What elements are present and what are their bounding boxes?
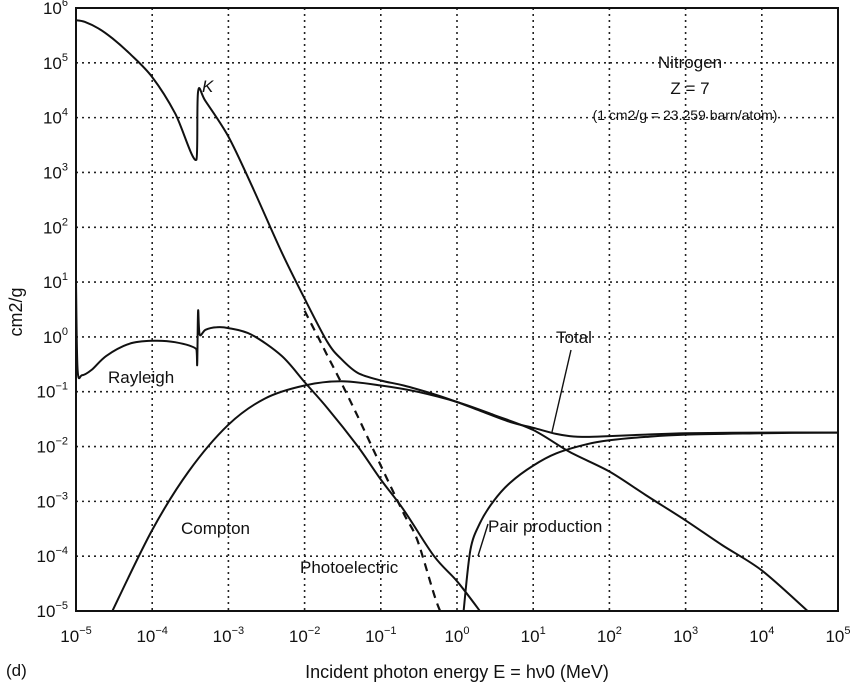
x-tick-label: 100 <box>444 625 469 646</box>
pair-production-label: Pair production <box>488 517 602 536</box>
y-tick-label: 105 <box>43 52 68 73</box>
panel-label: (d) <box>6 661 27 680</box>
y-tick-label: 101 <box>43 271 68 292</box>
x-tick-label: 10−5 <box>60 625 91 646</box>
y-tick-label: 10−2 <box>37 436 68 457</box>
photoelectric-label: Photoelectric <box>300 558 399 577</box>
x-tick-label: 103 <box>673 625 698 646</box>
x-tick-label: 10−2 <box>289 625 320 646</box>
y-tick-label: 102 <box>43 216 68 237</box>
grid <box>76 8 838 611</box>
pair-production-curve <box>462 431 839 612</box>
compton-curve <box>111 380 809 612</box>
x-tick-label: 101 <box>521 625 546 646</box>
x-tick-label: 105 <box>825 625 850 646</box>
x-tick-labels: 10−5 10−4 10−3 10−2 10−1 100 101 102 103 104 105 <box>60 625 850 646</box>
y-tick-label: 10−5 <box>37 600 68 621</box>
y-tick-label: 10−4 <box>37 545 68 566</box>
total-leader-line <box>551 349 572 433</box>
y-tick-label: 104 <box>43 107 68 128</box>
y-tick-label: 106 <box>43 0 68 18</box>
x-tick-label: 10−4 <box>136 625 167 646</box>
pair-production-leader-line <box>477 523 489 557</box>
y-tick-labels: 10−5 10−4 10−3 10−2 10−1 100 101 102 103 104 105 10… <box>37 0 68 621</box>
y-tick-label: 100 <box>43 326 68 347</box>
y-axis-label: cm2/g <box>6 287 26 336</box>
unit-conversion: (1 cm2/g = 23.259 barn/atom) <box>593 107 778 123</box>
total-curve <box>75 19 839 438</box>
element-name: Nitrogen <box>658 53 722 72</box>
x-axis-label: Incident photon energy E = hν0 (MeV) <box>305 662 609 682</box>
y-tick-label: 103 <box>43 161 68 182</box>
compton-label: Compton <box>181 519 250 538</box>
k-edge-label: K <box>202 77 214 96</box>
x-tick-label: 104 <box>749 625 774 646</box>
total-label: Total <box>556 328 592 347</box>
rayleigh-label: Rayleigh <box>108 368 174 387</box>
y-tick-label: 10−3 <box>37 490 68 511</box>
rayleigh-curve <box>75 282 481 612</box>
photoelectric-curve <box>303 310 442 612</box>
x-tick-label: 10−1 <box>365 625 396 646</box>
y-tick-label: 10−1 <box>37 381 68 402</box>
curves <box>75 19 839 612</box>
x-tick-label: 10−3 <box>213 625 244 646</box>
atomic-number: Z = 7 <box>670 79 709 98</box>
x-tick-label: 102 <box>597 625 622 646</box>
plot-frame <box>75 7 839 612</box>
